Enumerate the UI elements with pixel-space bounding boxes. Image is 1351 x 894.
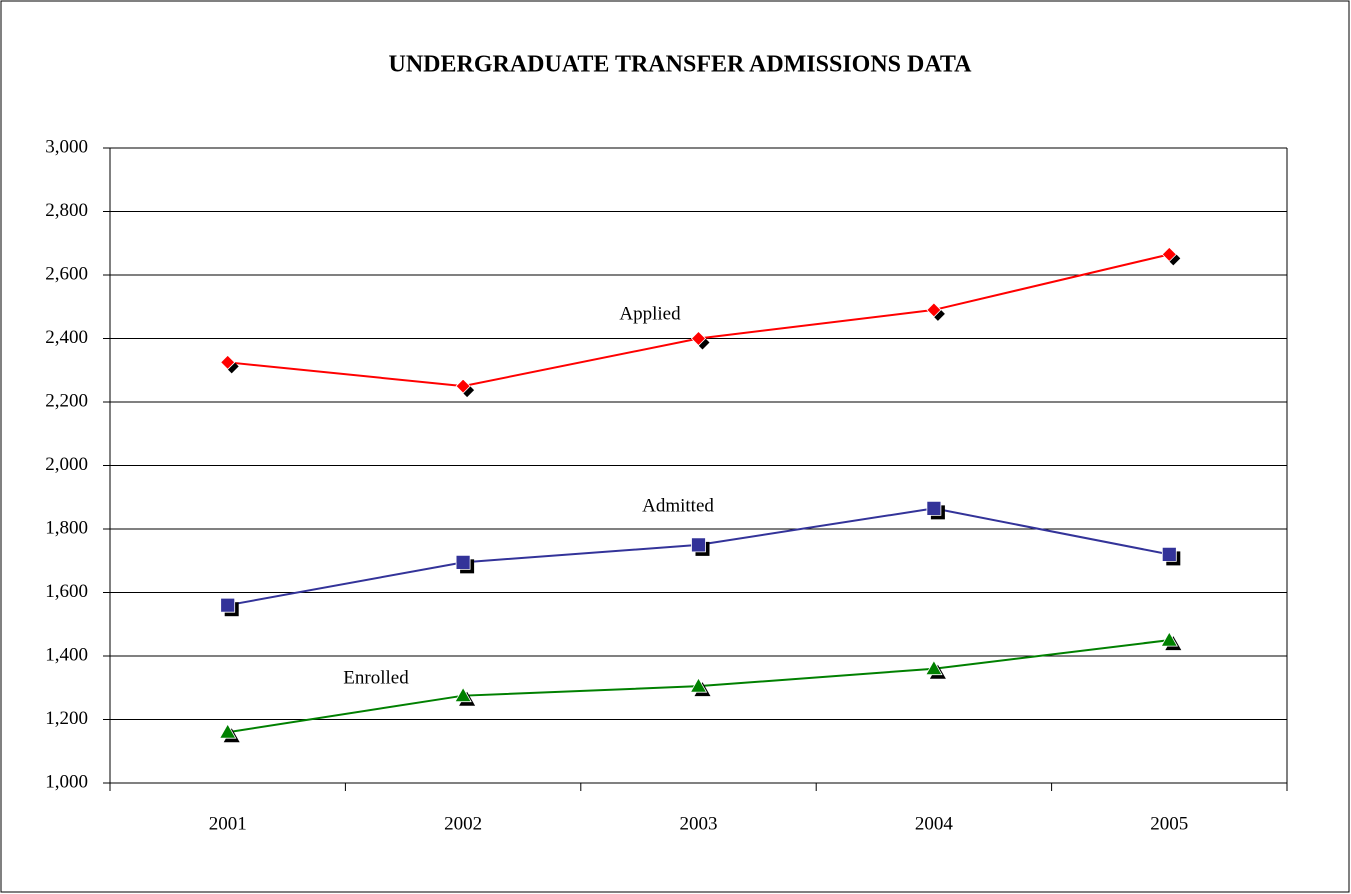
y-tick-label: 3,000 [45,136,88,157]
marker [455,554,471,570]
marker [691,537,706,553]
marker [689,677,708,693]
y-tick-label: 1,800 [45,517,88,538]
series-label: Applied [619,303,681,324]
marker [926,500,942,516]
marker [926,302,942,318]
y-tick-label: 1,600 [45,581,88,602]
x-tick-label: 2003 [680,813,718,834]
marker [220,597,236,613]
y-tick-label: 2,200 [45,390,88,411]
x-tick-label: 2001 [209,813,247,834]
marker [1161,547,1177,562]
series-label: Admitted [642,495,714,516]
marker [690,330,707,347]
marker [219,723,237,739]
y-tick-label: 1,200 [45,708,88,729]
y-tick-label: 2,600 [45,263,88,284]
chart-title: UNDERGRADUATE TRANSFER ADMISSIONS DATA [389,52,973,78]
marker [925,659,943,676]
marker [1161,246,1177,262]
marker [220,354,236,370]
marker [454,686,472,703]
x-tick-label: 2002 [444,813,482,834]
y-tick-label: 2,800 [45,200,88,221]
y-tick-label: 2,400 [45,327,88,348]
series-label: Enrolled [343,667,409,688]
x-tick-label: 2004 [915,813,954,834]
marker [455,378,471,394]
y-tick-label: 2,000 [45,454,88,475]
marker [1160,631,1178,647]
y-tick-label: 1,400 [45,644,88,665]
x-tick-label: 2005 [1150,813,1188,834]
y-tick-label: 1,000 [45,771,88,792]
